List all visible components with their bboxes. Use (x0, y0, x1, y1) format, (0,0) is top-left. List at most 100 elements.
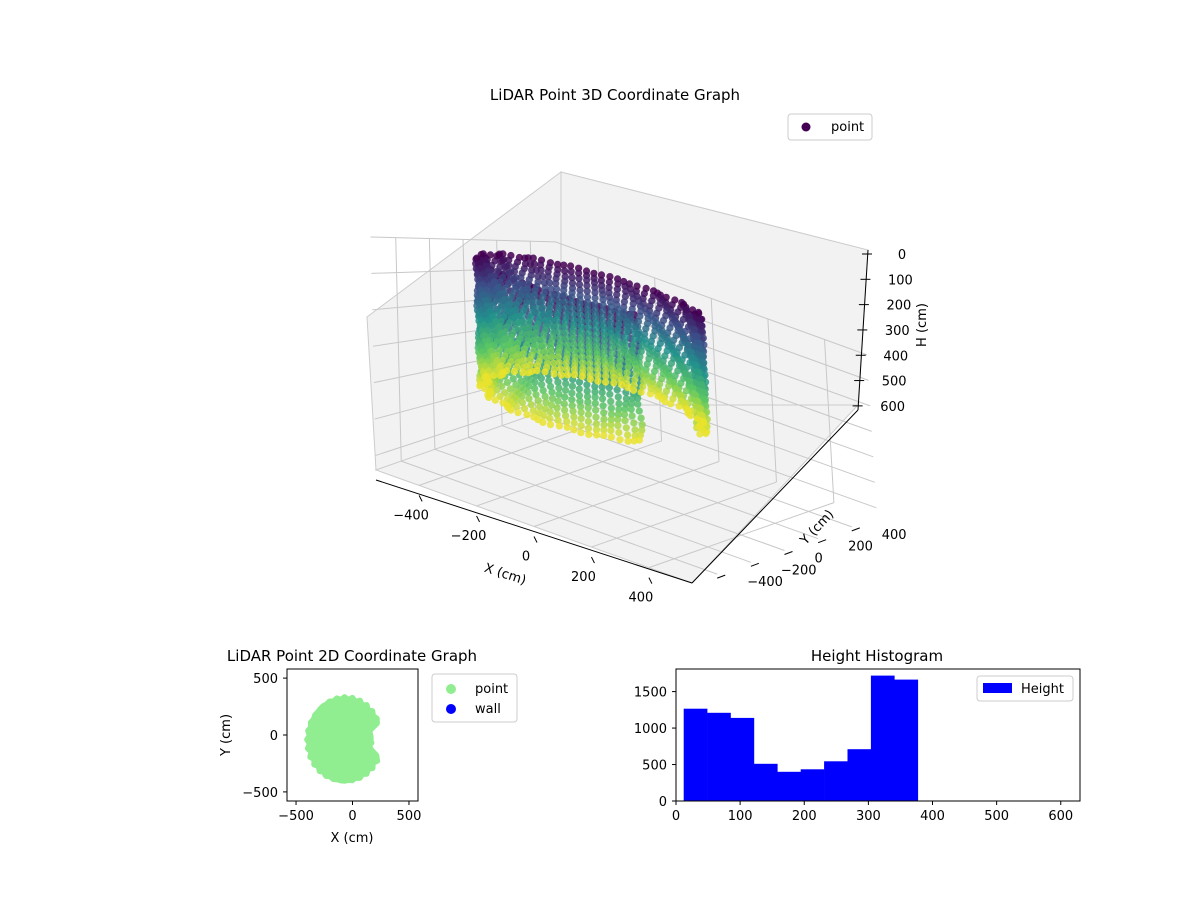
point-3d (623, 369, 631, 377)
x-tick-label-histogram: 500 (984, 809, 1009, 824)
point-3d (547, 285, 555, 293)
point-3d (568, 279, 577, 287)
point-3d (624, 431, 632, 439)
point-3d (518, 399, 527, 407)
point-3d (608, 349, 616, 357)
point-3d (553, 285, 561, 293)
point-3d (651, 327, 659, 335)
point-3d (618, 381, 626, 389)
point-3d (606, 273, 614, 281)
grid-line-wall-y (428, 238, 436, 450)
point-3d (505, 256, 513, 264)
point-3d (561, 328, 570, 336)
x-tick-3d (476, 515, 480, 523)
point-3d (575, 391, 584, 399)
point-3d (525, 292, 534, 300)
point-3d (503, 378, 511, 387)
point-3d (615, 315, 623, 323)
point-3d (576, 286, 584, 294)
point-3d (607, 433, 616, 441)
point-3d (506, 300, 514, 308)
point-3d (576, 311, 584, 319)
point-3d (585, 353, 594, 361)
grid-line-wall-x (824, 339, 835, 503)
point-3d (664, 342, 672, 350)
point-3d (512, 306, 520, 314)
point-3d (682, 311, 690, 319)
point-3d (577, 317, 585, 325)
point-3d (622, 287, 630, 295)
point-3d (637, 388, 645, 396)
point-3d (554, 378, 562, 386)
point-3d (540, 341, 548, 349)
point-3d (652, 357, 661, 365)
point-3d (591, 382, 599, 390)
x-tick-label-3d: 0 (522, 550, 530, 565)
point-3d (532, 391, 540, 399)
point-3d (607, 397, 615, 405)
point-3d (613, 386, 621, 394)
point-3d (583, 381, 591, 389)
point-3d (599, 312, 607, 320)
point-3d (578, 353, 586, 361)
point-3d (692, 361, 700, 369)
point-3d (593, 431, 601, 439)
histogram-bar (870, 675, 895, 801)
point-3d (609, 343, 617, 352)
point-3d (583, 276, 591, 284)
point-3d (646, 350, 654, 358)
point-3d (654, 392, 662, 400)
z-tick-label-3d: 0 (898, 248, 906, 263)
x-tick-label-histogram: 300 (856, 809, 881, 824)
x-axis-label-3d: X (cm) (482, 561, 528, 589)
point-3d (615, 321, 623, 329)
point-3d (544, 268, 552, 276)
point-3d (575, 378, 584, 386)
point-3d (605, 278, 614, 286)
point-3d (570, 426, 578, 434)
point-3d (620, 410, 629, 418)
point-3d (666, 377, 674, 385)
point-3d (562, 359, 570, 367)
point-3d (658, 334, 666, 342)
point-3d (523, 411, 531, 419)
point-3d (568, 389, 576, 397)
point-3d (510, 368, 518, 376)
point-3d (564, 371, 572, 379)
point-3d (616, 356, 624, 364)
point-3d (585, 329, 593, 337)
point-3d (614, 326, 622, 334)
point-3d (617, 350, 625, 359)
point-3d (529, 254, 537, 262)
legend-2d-marker-point (446, 684, 456, 694)
point-3d (545, 279, 554, 287)
z-tick-label-3d: 200 (886, 299, 911, 314)
point-3d (602, 378, 610, 386)
point-3d (550, 359, 558, 367)
point-3d (584, 312, 592, 320)
point-3d (592, 426, 601, 434)
y-tick-label-3d: −400 (747, 575, 783, 590)
point-3d (651, 322, 659, 330)
point-3d (483, 301, 491, 309)
legend-2d-label-wall: wall (475, 702, 501, 717)
x-tick-label-3d: −400 (393, 508, 429, 523)
point-3d (607, 404, 616, 412)
point-3d (510, 267, 519, 276)
plot-frame-histogram (675, 668, 1081, 802)
point-3d (685, 377, 693, 385)
point-3d (493, 351, 501, 359)
point-3d (569, 334, 577, 343)
point-3d (699, 417, 708, 425)
point-3d (552, 279, 560, 287)
point-3d (628, 346, 637, 354)
point-3d (585, 430, 593, 439)
z-tick-label-3d: 600 (880, 400, 905, 415)
point-3d (547, 316, 555, 324)
point-3d (519, 369, 527, 377)
point-3d (577, 341, 585, 349)
point-3d (567, 268, 575, 276)
point-3d (637, 307, 645, 315)
point-3d (560, 261, 568, 269)
ticks-histogram: 0 100 200 300 400 500 600 0 500 1000 1500 (634, 686, 1073, 824)
